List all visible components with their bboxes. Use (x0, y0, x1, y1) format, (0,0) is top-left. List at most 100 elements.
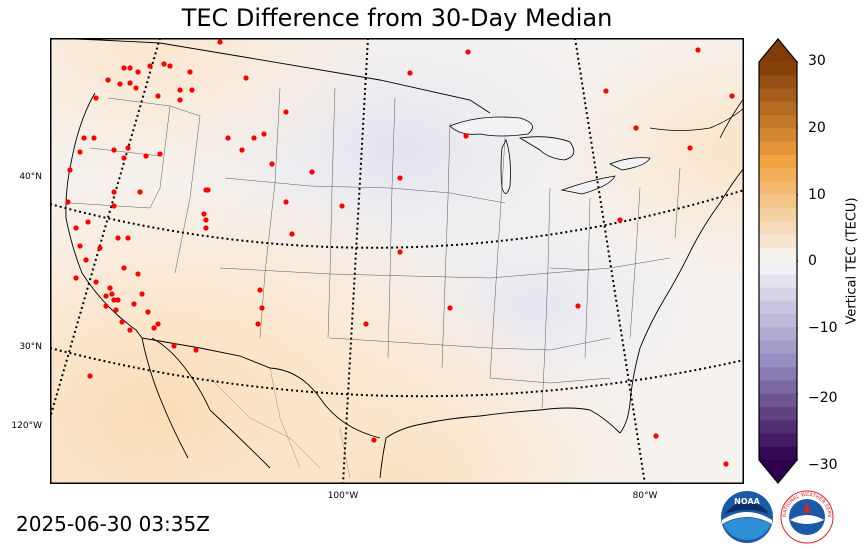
station-marker (463, 133, 469, 139)
station-marker (397, 175, 403, 181)
station-marker (111, 297, 117, 303)
station-marker (239, 147, 245, 153)
station-marker (729, 93, 735, 99)
colorbar-band (759, 62, 797, 76)
station-marker (67, 167, 73, 173)
station-marker (397, 249, 403, 255)
station-marker (77, 243, 83, 249)
station-marker (111, 189, 117, 195)
station-marker (65, 199, 71, 205)
station-marker (167, 63, 173, 69)
colorbar-band (759, 340, 797, 355)
noaa-logo: NOAA (720, 490, 774, 544)
station-marker (203, 217, 209, 223)
station-marker (93, 279, 99, 285)
colorbar-tick-10: 10 (808, 187, 826, 203)
gulf-coastline (209, 402, 631, 479)
northeast-coastline (649, 97, 744, 139)
station-marker (243, 75, 249, 81)
colorbar-tick-30: 30 (808, 53, 826, 69)
station-marker (103, 303, 109, 309)
colorbar-band (759, 420, 797, 434)
colorbar-band (759, 115, 797, 129)
colorbar-tick-neg10: −10 (808, 320, 838, 336)
station-marker (575, 303, 581, 309)
station-marker (339, 203, 345, 209)
noaa-logo-text: NOAA (734, 497, 760, 506)
colorbar-band (759, 88, 797, 103)
tec-map (50, 38, 744, 484)
station-marker (119, 319, 125, 325)
station-marker (81, 135, 87, 141)
station-marker (257, 287, 263, 293)
station-marker (177, 87, 183, 93)
station-marker (139, 291, 145, 297)
station-marker (155, 93, 161, 99)
station-marker (155, 321, 161, 327)
station-marker (447, 305, 453, 311)
colorbar-tick-0: 0 (808, 253, 817, 269)
station-marker (127, 65, 133, 71)
station-marker (187, 69, 193, 75)
station-marker (205, 187, 211, 193)
station-marker (127, 327, 133, 333)
station-marker (125, 145, 131, 151)
us-canada-border (50, 38, 491, 114)
station-marker (115, 235, 121, 241)
station-marker (111, 203, 117, 209)
station-marker (121, 265, 127, 271)
colorbar-band (759, 207, 797, 222)
station-marker (177, 97, 183, 103)
graticule (50, 38, 744, 484)
colorbar-canvas (758, 38, 802, 484)
station-marker (151, 325, 157, 331)
timestamp: 2025-06-30 03:35Z (16, 512, 210, 536)
colorbar-band (759, 380, 797, 395)
station-marker (283, 109, 289, 115)
station-marker (97, 245, 103, 251)
station-marker (201, 211, 207, 217)
graticule-80w (574, 38, 646, 484)
station-marker (77, 149, 83, 155)
station-marker (371, 437, 377, 443)
lat-label-30n: 30°N (19, 342, 42, 352)
station-marker (171, 343, 177, 349)
station-marker (121, 155, 127, 161)
colorbar-band (759, 75, 797, 90)
colorbar-band (759, 194, 797, 209)
station-marker (687, 145, 693, 151)
station-marker (107, 285, 113, 291)
station-marker (105, 77, 111, 83)
station-marker (73, 225, 79, 231)
nws-logo: NATIONAL WEATHER SERVICE (778, 486, 834, 544)
station-marker (135, 271, 141, 277)
state-lines (69, 87, 681, 409)
station-marker (217, 39, 223, 45)
station-marker (157, 151, 163, 157)
tec-field-warm-northwest (50, 38, 744, 484)
station-marker (137, 189, 143, 195)
station-marker (269, 161, 275, 167)
graticule-40n (50, 189, 744, 249)
great-lakes (449, 116, 651, 195)
station-marker (203, 225, 209, 231)
station-marker (255, 321, 261, 327)
station-marker (109, 291, 115, 297)
east-coastline (629, 167, 744, 404)
station-marker (407, 70, 413, 76)
colorbar-band (759, 141, 797, 156)
station-marker (115, 297, 121, 303)
station-marker (133, 85, 139, 91)
colorbar-band (759, 221, 797, 235)
station-marker (309, 169, 315, 175)
station-marker (289, 231, 295, 237)
station-marker (603, 88, 609, 94)
station-marker (617, 217, 623, 223)
station-marker (85, 219, 91, 225)
colorbar-band (759, 367, 797, 381)
station-marker (147, 63, 153, 69)
west-coastline (65, 92, 143, 339)
station-marker (161, 61, 167, 67)
colorbar-band (759, 327, 797, 342)
graticule-30n (50, 347, 744, 398)
